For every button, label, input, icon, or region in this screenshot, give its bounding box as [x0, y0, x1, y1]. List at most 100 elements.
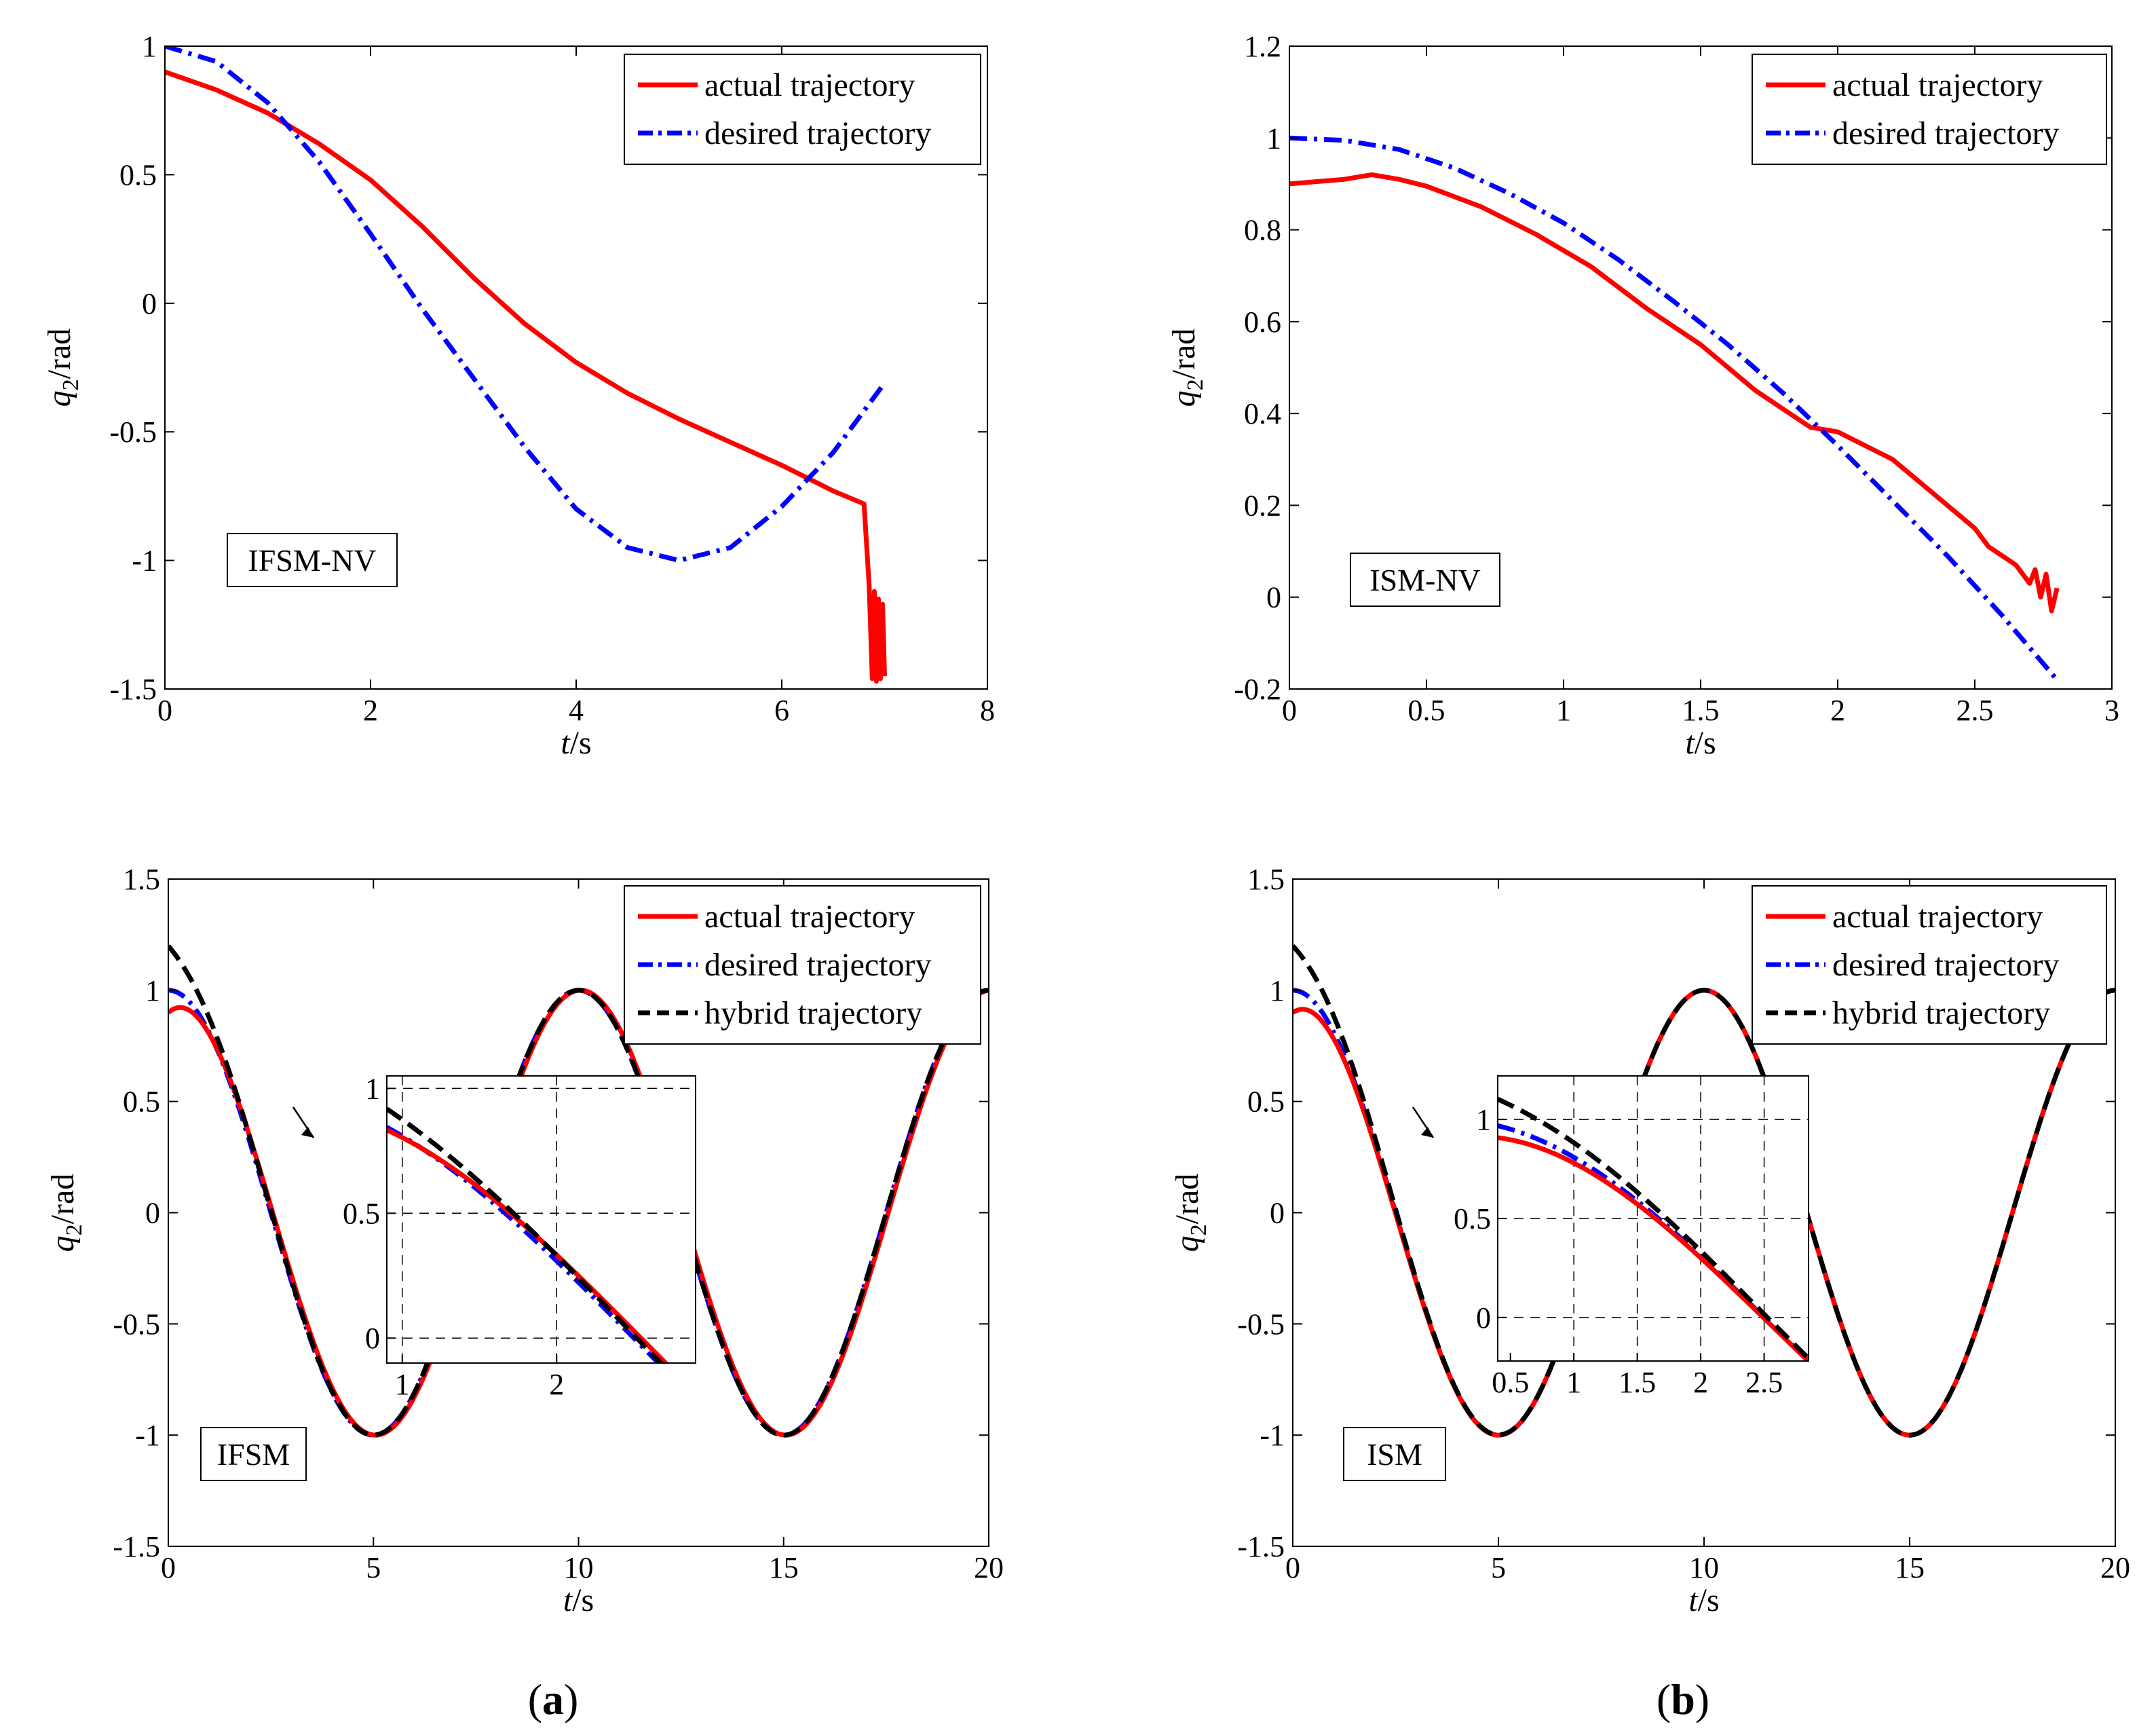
y-tick-label: -0.2 — [1234, 673, 1281, 706]
y-tick-label: 1 — [1266, 122, 1281, 155]
x-axis-label-var: t — [1685, 725, 1695, 761]
legend-label: hybrid trajectory — [1832, 995, 2050, 1031]
zoom-arrow-head — [1421, 1127, 1433, 1138]
legend-label: desired trajectory — [704, 947, 932, 983]
chart-p2: 0 0.5 1 1.5 2 2.5 3-0.200.20.40.60.811.2t/sq2/… — [1166, 30, 2119, 761]
series-group — [168, 944, 989, 1438]
method-label: IFSM — [217, 1437, 290, 1472]
y-tick-label: 1.5 — [1247, 863, 1285, 896]
x-tick-label: 5 — [366, 1551, 381, 1584]
y-tick-label: -1 — [132, 544, 157, 578]
y-tick-label: 0.8 — [1244, 214, 1281, 247]
legend-label: actual trajectory — [1832, 67, 2043, 103]
y-tick-label: 0 — [1270, 1197, 1285, 1230]
series-hybrid-trajectory — [1293, 944, 2115, 1438]
inset-chart: 1 2 0 0.5 1 — [292, 1072, 696, 1401]
inset-plot-area — [387, 1076, 696, 1363]
x-tick-label: 2 — [1830, 694, 1845, 727]
y-axis-label-var: q — [41, 390, 77, 407]
x-tick-label: 20 — [2100, 1551, 2130, 1584]
method-label: ISM-NV — [1369, 563, 1481, 597]
legend-box — [1752, 54, 2107, 165]
y-tick-label: 1.5 — [123, 863, 160, 896]
x-tick-label: 0.5 — [1408, 694, 1445, 727]
x-tick-label: 2.5 — [1956, 694, 1994, 727]
series-actual-trajectory — [1289, 172, 2060, 614]
y-tick-label: -1 — [135, 1419, 160, 1452]
y-tick-label: 0 — [145, 1197, 160, 1230]
inset-series-hybrid-trajectory — [1498, 1097, 1809, 1360]
x-axis-label-unit: /s — [572, 1582, 594, 1618]
x-axis-label: t/s — [563, 1582, 594, 1618]
legend-box — [624, 54, 981, 165]
inset-frame — [386, 1075, 696, 1364]
series-actual-trajectory — [165, 69, 887, 684]
inset-x-tick-label: 1 — [395, 1368, 410, 1401]
method-label-box — [1350, 553, 1500, 607]
x-axis-label-var: t — [561, 725, 571, 761]
y-axis-label: q2/rad — [41, 329, 83, 407]
y-tick-label: -1.5 — [113, 1530, 160, 1563]
y-tick-label: 1 — [142, 30, 157, 63]
y-axis-label-unit: /rad — [41, 329, 77, 379]
inset-x-tick-label: 2 — [549, 1368, 564, 1401]
y-tick-label: 0.4 — [1244, 397, 1281, 430]
x-axis-label: t/s — [1688, 1582, 1719, 1618]
y-axis-label: q2/rad — [1166, 329, 1208, 407]
y-tick-label: 0.6 — [1244, 305, 1281, 339]
x-tick-label: 8 — [980, 694, 995, 727]
inset-series-group — [387, 1106, 669, 1363]
inset-y-tick-label: 0 — [365, 1322, 380, 1355]
legend-label: desired trajectory — [704, 115, 932, 151]
x-tick-label: 4 — [569, 694, 584, 727]
x-axis-label-var: t — [1688, 1582, 1699, 1618]
x-tick-label: 5 — [1491, 1551, 1506, 1584]
y-axis-label-sub: 2 — [62, 1224, 87, 1235]
series-desired-trajectory — [165, 46, 887, 563]
method-label: IFSM-NV — [248, 543, 376, 578]
y-tick-label: -1 — [1260, 1419, 1285, 1452]
inset-x-tick-label: 2.5 — [1745, 1366, 1783, 1399]
y-tick-label: -0.5 — [109, 415, 157, 449]
zoom-arrow-head — [301, 1127, 314, 1138]
x-tick-label: 6 — [774, 694, 789, 727]
x-axis-label-unit: /s — [1698, 1582, 1720, 1618]
y-axis-label-unit: /rad — [1169, 1174, 1205, 1225]
y-tick-label: 0.2 — [1244, 489, 1281, 522]
series-group — [1293, 944, 2115, 1438]
x-axis-label: t/s — [561, 725, 591, 761]
x-axis-label: t/s — [1685, 725, 1716, 761]
x-tick-label: 1.5 — [1682, 694, 1720, 727]
series-group — [1289, 135, 2060, 682]
x-tick-label: 0 — [1285, 1551, 1300, 1584]
inset-y-tick-label: 1 — [365, 1072, 380, 1105]
legend-label: actual trajectory — [1832, 899, 2043, 935]
y-tick-label: 0.5 — [123, 1085, 160, 1119]
y-axis-label-unit: /rad — [45, 1174, 81, 1225]
panel-label-a: (a) — [528, 1675, 579, 1723]
x-tick-label: 10 — [564, 1551, 594, 1584]
legend-box — [624, 885, 981, 1045]
y-tick-label: 0 — [142, 287, 157, 320]
inset-x-tick-label: 1 — [1566, 1366, 1581, 1399]
series-desired-trajectory — [1289, 135, 2059, 682]
y-tick-label: 0 — [1266, 581, 1281, 614]
inset-y-tick-label: 0.5 — [343, 1197, 380, 1230]
chart-p4: 0 5 10 15 20-1.5-1-0.500.511.5t/sq2/radactua… — [1169, 863, 2130, 1618]
method-label-box — [1343, 1427, 1446, 1481]
inset-chart: 0.5 1 1.5 2 2.500.51 — [1412, 1075, 1809, 1399]
x-tick-label: 15 — [1895, 1551, 1925, 1584]
y-tick-label: -0.5 — [1237, 1307, 1285, 1341]
inset-series-actual-trajectory — [387, 1128, 669, 1363]
inset-series-actual-trajectory — [1498, 1135, 1809, 1361]
inset-y-tick-label: 0 — [1476, 1301, 1491, 1335]
y-axis-label-unit: /rad — [1166, 329, 1202, 379]
x-axis-label-unit: /s — [1695, 725, 1716, 761]
y-axis-label: q2/rad — [45, 1174, 87, 1252]
y-axis-label: q2/rad — [1169, 1174, 1211, 1252]
series-hybrid-trajectory — [168, 944, 989, 1438]
panel-label-b: (b) — [1657, 1675, 1709, 1723]
y-axis-label-sub: 2 — [1183, 379, 1208, 390]
